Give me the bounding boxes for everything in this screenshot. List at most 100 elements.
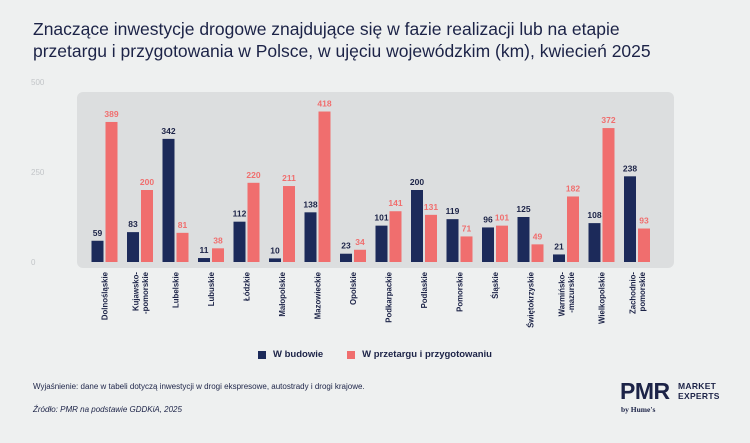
y-tick-label-0: 0 bbox=[31, 258, 36, 267]
bar-s0-11 bbox=[482, 227, 494, 262]
bar-s1-12 bbox=[531, 244, 544, 262]
logo-pmr-text: PMR bbox=[620, 378, 670, 404]
value-label-s1-5: 211 bbox=[282, 173, 296, 183]
value-label-s1-1: 200 bbox=[140, 177, 154, 187]
value-label-s1-10: 71 bbox=[462, 223, 472, 233]
chart-title-line-1: Znaczące inwestycje drogowe znajdujące s… bbox=[33, 19, 620, 39]
bar-s1-9 bbox=[425, 214, 437, 262]
value-label-s0-15: 238 bbox=[623, 163, 637, 173]
value-label-s1-3: 38 bbox=[213, 235, 223, 245]
logo-market-experts: MARKET EXPERTS bbox=[678, 381, 720, 401]
x-tick-label-10: Pomorskie bbox=[456, 271, 465, 312]
bar-s1-8 bbox=[389, 211, 402, 262]
value-label-s1-4: 220 bbox=[246, 170, 260, 180]
x-tick-label-2: Lubelskie bbox=[172, 271, 181, 308]
x-tick-label-12: Świętokrzyskie bbox=[527, 271, 536, 328]
x-tick-label-3: Lubuskie bbox=[207, 271, 216, 306]
bar-s1-2 bbox=[176, 232, 189, 262]
value-label-s0-6: 138 bbox=[303, 199, 317, 209]
legend-swatch-w-budowie bbox=[258, 350, 266, 359]
x-tick-label-1-line-1: -pomorskie bbox=[141, 271, 150, 314]
x-tick-label-13-line-0: Warmińsko- bbox=[557, 272, 566, 317]
legend-label-w-budowie: W budowie bbox=[273, 349, 324, 360]
value-label-s0-3: 11 bbox=[200, 245, 209, 255]
x-tick-label-4: Łódzkie bbox=[243, 271, 252, 301]
x-tick-label-0: Dolnośląskie bbox=[101, 271, 110, 320]
x-tick-label-13-line-1: -mazurskie bbox=[567, 271, 576, 312]
legend-item-w-przetargu: W przetargu i przygotowaniu bbox=[347, 349, 492, 360]
logo-experts-line: EXPERTS bbox=[678, 390, 720, 401]
x-tick-label-5: Małopolskie bbox=[278, 271, 287, 316]
chart-legend: W budowie W przetargu i przygotowaniu bbox=[0, 349, 750, 360]
bar-s1-10 bbox=[460, 236, 473, 262]
logo-market-line: MARKET bbox=[678, 381, 717, 391]
bar-s1-13 bbox=[567, 196, 579, 262]
value-label-s0-8: 101 bbox=[374, 213, 388, 223]
bar-s0-15 bbox=[624, 176, 636, 262]
value-label-s1-11: 101 bbox=[495, 213, 509, 223]
value-label-s0-7: 23 bbox=[341, 241, 351, 251]
value-label-s1-0: 389 bbox=[104, 109, 118, 119]
legend-item-w-budowie: W budowie bbox=[258, 349, 323, 360]
y-tick-label-1: 250 bbox=[31, 168, 45, 177]
x-axis: Dolnośląskie Kujawsko- -pomorskie Lubelskie… bbox=[101, 271, 647, 328]
bar-s0-9 bbox=[411, 190, 423, 262]
bar-s1-5 bbox=[283, 186, 295, 262]
logo-by-humes: by Hume's bbox=[621, 405, 656, 414]
bar-s1-1 bbox=[141, 190, 153, 262]
value-label-s1-9: 131 bbox=[424, 202, 438, 212]
x-tick-label-7: Opolskie bbox=[349, 271, 358, 305]
bar-s0-3 bbox=[198, 258, 210, 262]
x-tick-label-8: Podkarpackie bbox=[385, 271, 394, 322]
value-label-s1-13: 182 bbox=[566, 183, 580, 193]
value-label-s0-9: 200 bbox=[410, 177, 424, 187]
value-label-s1-2: 81 bbox=[178, 220, 188, 230]
bar-s1-0 bbox=[105, 121, 118, 263]
bar-chart: 0 250 500 59 389 83 200 342 81 11 38 112 220 10 211 13… bbox=[31, 78, 674, 328]
value-label-s0-11: 96 bbox=[483, 214, 493, 224]
bar-s0-1 bbox=[127, 232, 139, 262]
legend-label-w-przetargu: W przetargu i przygotowaniu bbox=[362, 349, 492, 360]
bar-s0-0 bbox=[91, 240, 104, 262]
bar-s0-8 bbox=[375, 225, 388, 262]
bar-s1-6 bbox=[318, 111, 331, 263]
value-label-s0-12: 125 bbox=[516, 204, 530, 214]
bar-s1-4 bbox=[247, 182, 260, 262]
x-tick-label-15-line-0: Zachodnio- bbox=[628, 272, 637, 314]
value-label-s1-8: 141 bbox=[388, 198, 402, 208]
bar-s1-14 bbox=[602, 128, 615, 262]
bar-s0-7 bbox=[340, 253, 352, 262]
x-tick-label-1-line-0: Kujawsko- bbox=[131, 272, 140, 311]
x-tick-label-9: Podlaskie bbox=[420, 271, 429, 308]
bar-s0-14 bbox=[588, 223, 601, 262]
footnote-source: Źródło: PMR na podstawie GDDKiA, 2025 bbox=[33, 405, 182, 414]
value-label-s0-5: 10 bbox=[270, 245, 280, 255]
bar-s0-13 bbox=[553, 254, 565, 262]
bar-s1-7 bbox=[354, 249, 366, 262]
value-label-s0-0: 59 bbox=[93, 228, 103, 238]
y-axis: 0 250 500 bbox=[31, 78, 45, 267]
value-label-s0-4: 112 bbox=[233, 209, 247, 219]
bar-s0-2 bbox=[162, 138, 175, 262]
bar-s0-5 bbox=[269, 258, 281, 262]
bar-s0-4 bbox=[233, 221, 246, 262]
chart-title-line-2: przetargu i przygotowania w Polsce, w uj… bbox=[33, 41, 651, 61]
value-label-s0-10: 119 bbox=[446, 206, 460, 216]
bar-s0-10 bbox=[446, 219, 459, 262]
bar-s0-12 bbox=[517, 217, 530, 262]
pmr-logo: PMR MARKET EXPERTS by Hume's bbox=[620, 379, 730, 419]
x-tick-label-15-line-1: pomorskie bbox=[638, 271, 647, 311]
value-label-s1-15: 93 bbox=[639, 216, 649, 226]
value-label-s0-1: 83 bbox=[128, 219, 138, 229]
value-label-s1-12: 49 bbox=[533, 231, 543, 241]
chart-title: Znaczące inwestycje drogowe znajdujące s… bbox=[33, 18, 723, 62]
legend-swatch-w-przetargu bbox=[347, 350, 356, 359]
value-label-s1-14: 372 bbox=[601, 115, 615, 125]
x-tick-label-14: Wielkopolskie bbox=[598, 271, 607, 324]
value-label-s1-7: 34 bbox=[355, 237, 365, 247]
value-label-s0-13: 21 bbox=[554, 241, 564, 251]
bars-group: 59 389 83 200 342 81 11 38 112 220 10 211 138 418 23 34… bbox=[91, 99, 650, 263]
bar-s1-3 bbox=[212, 248, 224, 262]
footnote-explanation: Wyjaśnienie: dane w tabeli dotyczą inwes… bbox=[33, 382, 365, 391]
bar-s0-6 bbox=[304, 212, 317, 262]
